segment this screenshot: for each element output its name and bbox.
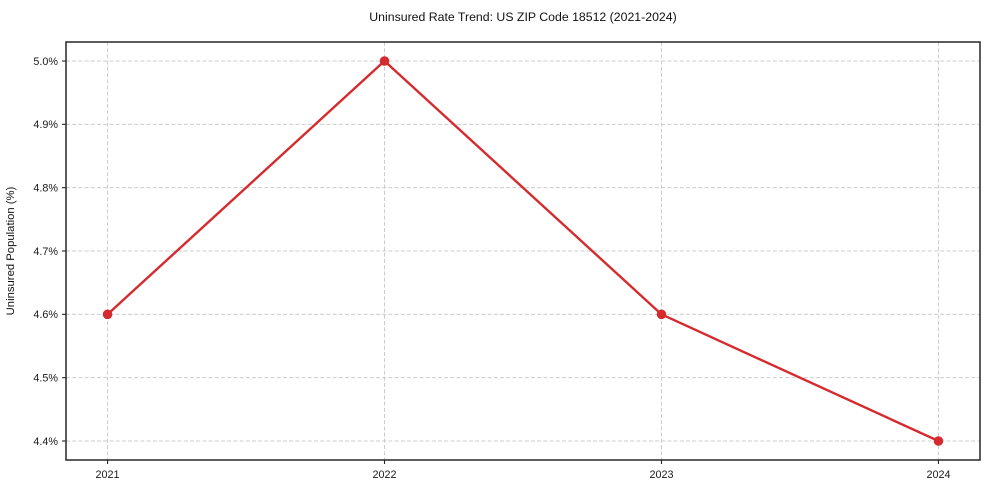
x-tick-label: 2024 <box>926 469 950 481</box>
y-tick-label: 4.6% <box>33 309 58 321</box>
y-tick-label: 4.7% <box>33 246 58 258</box>
data-points <box>102 56 944 446</box>
x-tick-label: 2023 <box>649 469 673 481</box>
data-point <box>933 436 944 446</box>
y-tick-label: 4.8% <box>33 182 58 194</box>
trend-line <box>106 59 940 443</box>
data-point <box>379 56 390 66</box>
gridlines <box>66 42 980 460</box>
y-tick-label: 4.5% <box>33 372 58 384</box>
axis-ticks: 4.4% 4.5% 4.6% 4.7% 4.8% 4.9% 5.0% 2021 2022 2023… <box>33 56 950 481</box>
y-axis-label: Uninsured Population (%) <box>5 186 17 315</box>
y-tick-label: 4.9% <box>33 119 58 131</box>
x-tick-label: 2021 <box>96 469 120 481</box>
data-point <box>102 309 113 320</box>
x-tick-label: 2022 <box>372 469 396 481</box>
y-tick-label: 4.4% <box>33 436 58 448</box>
chart-title: Uninsured Rate Trend: US ZIP Code 18512 … <box>369 10 676 24</box>
y-tick-label: 5.0% <box>33 56 58 68</box>
data-point <box>656 309 667 320</box>
